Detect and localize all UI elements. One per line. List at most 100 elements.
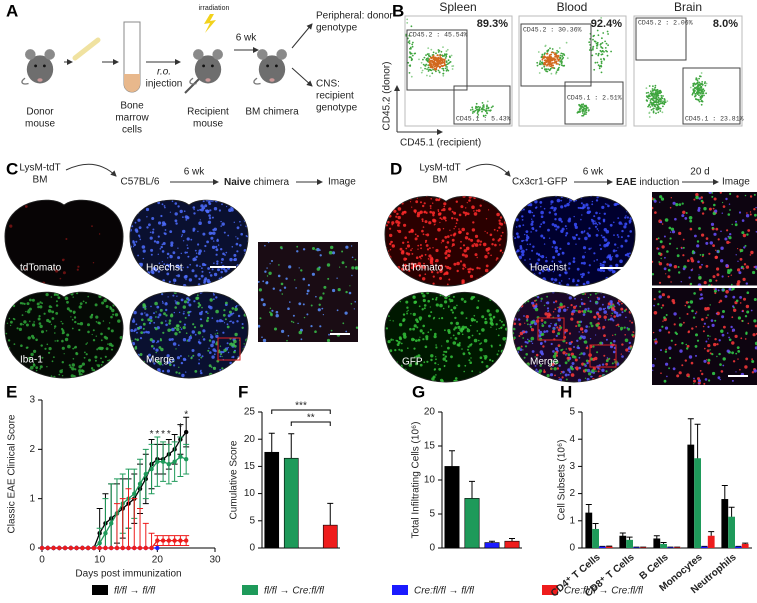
gate-label: CD45.1 : 23.81% — [685, 116, 744, 123]
cell-dot — [693, 379, 696, 383]
event-dot — [652, 110, 655, 113]
cell-dot — [615, 250, 618, 252]
cell-dot — [606, 313, 608, 315]
cell-dot — [546, 374, 550, 378]
event-dot — [600, 60, 603, 63]
cell-dot — [606, 289, 608, 291]
cell-dot — [416, 197, 418, 199]
cell-dot — [502, 265, 505, 268]
cell-dot — [719, 192, 722, 194]
cell-dot — [452, 334, 455, 337]
cell-dot — [459, 260, 463, 263]
y-tick-label: 2 — [569, 488, 575, 499]
event-dot — [438, 66, 441, 68]
cell-dot — [222, 287, 224, 289]
cell-dot — [448, 267, 452, 270]
cell-dot — [721, 315, 725, 319]
cell-dot — [654, 211, 657, 214]
cell-dot — [574, 297, 576, 300]
event-dot — [477, 114, 480, 116]
cell-dot — [140, 312, 144, 316]
event-dot — [655, 107, 658, 109]
event-dot — [563, 54, 566, 56]
cell-dot — [420, 201, 422, 204]
cell-dot — [330, 245, 334, 250]
cell-dot — [412, 312, 416, 316]
cell-dot — [430, 270, 434, 274]
cell-dot — [211, 317, 214, 319]
cell-dot — [143, 366, 146, 369]
cell-dot — [428, 314, 431, 318]
cell-dot — [718, 352, 721, 356]
cell-dot — [331, 251, 336, 255]
cell-dot — [544, 340, 547, 343]
cell-dot — [5, 289, 6, 290]
cell-dot — [736, 195, 739, 198]
cell-dot — [746, 310, 750, 314]
event-dot — [699, 86, 701, 89]
cell-dot — [232, 273, 237, 278]
event-dot — [700, 93, 702, 95]
cell-dot — [609, 300, 613, 304]
cell-dot — [439, 276, 442, 280]
cell-dot — [416, 326, 419, 329]
cell-dot — [460, 205, 464, 209]
cell-dot — [727, 275, 730, 278]
cell-dot — [550, 277, 554, 281]
cns-label: recipient — [316, 91, 354, 102]
cell-dot — [572, 278, 575, 281]
event-dot — [425, 54, 427, 56]
cell-dot — [117, 319, 121, 323]
cell-dot — [207, 220, 212, 224]
event-dot — [597, 54, 600, 57]
cell-dot — [499, 249, 503, 252]
cell-dot — [603, 236, 606, 239]
cell-dot — [402, 319, 405, 323]
event-dot — [554, 54, 557, 56]
cell-dot — [60, 320, 62, 323]
event-dot — [410, 25, 413, 28]
cell-dot — [706, 306, 710, 311]
axis-label: CD45.1 (recipient) — [400, 138, 481, 149]
cell-dot — [137, 294, 140, 297]
cell-dot — [390, 338, 393, 341]
cell-dot — [385, 361, 387, 364]
cell-dot — [745, 357, 749, 361]
cell-dot — [737, 260, 739, 262]
cell-dot — [474, 253, 478, 257]
cell-dot — [458, 228, 460, 230]
cell-dot — [155, 351, 157, 354]
significance: * — [155, 429, 159, 440]
cell-dot — [621, 302, 623, 305]
cell-dot — [98, 233, 101, 235]
cell-dot — [594, 225, 598, 228]
cell-dot — [81, 362, 85, 366]
cell-dot — [632, 202, 635, 205]
cell-dot — [516, 226, 518, 228]
cell-dot — [462, 263, 466, 267]
cell-dot — [554, 308, 557, 310]
cell-dot — [539, 337, 543, 341]
cell-dot — [403, 210, 407, 214]
cell-dot — [658, 295, 662, 299]
plot-frame — [404, 15, 513, 127]
cell-dot — [593, 315, 597, 319]
cell-dot — [699, 254, 702, 256]
cell-dot — [142, 327, 145, 330]
cell-dot — [5, 355, 8, 359]
cell-dot — [570, 340, 573, 344]
cell-dot — [742, 277, 746, 281]
cell-dot — [220, 353, 222, 356]
cell-dot — [232, 321, 235, 324]
cell-dot — [752, 333, 756, 337]
event-dot — [559, 60, 562, 63]
cell-dot — [470, 296, 475, 300]
cell-dot — [100, 364, 103, 366]
tissue — [652, 192, 757, 286]
event-dot — [659, 107, 662, 110]
cell-dot — [551, 223, 555, 226]
cell-dot — [101, 361, 104, 364]
cell-dot — [573, 222, 578, 226]
cell-dot — [166, 252, 170, 256]
cell-dot — [560, 371, 563, 373]
